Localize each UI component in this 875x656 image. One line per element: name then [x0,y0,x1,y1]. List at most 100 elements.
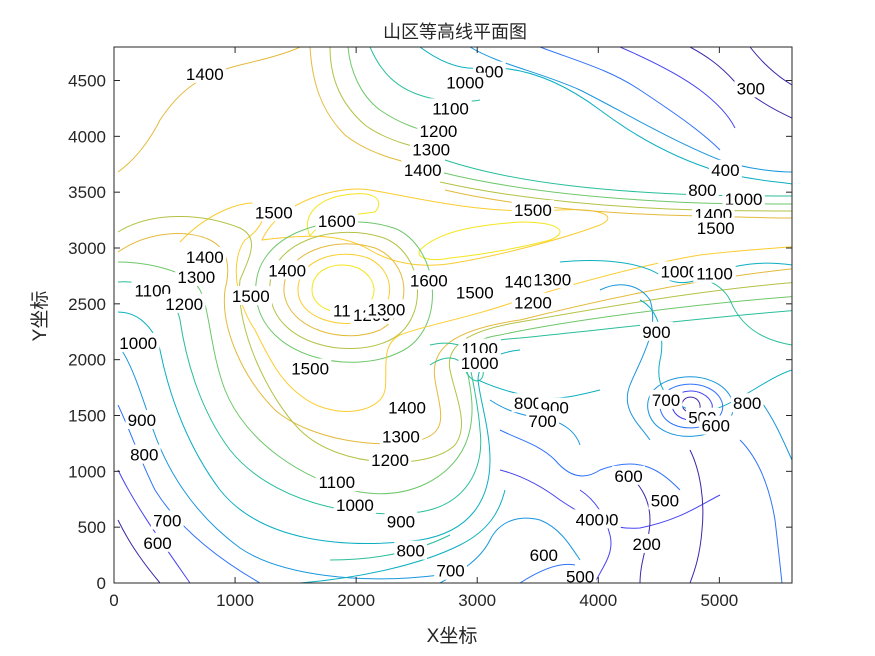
contour-label: 1300 [367,300,405,319]
y-tick-label: 4000 [68,127,106,146]
contour-label: 1000 [446,74,484,93]
contour-label: 600 [530,546,558,565]
contour-line [599,284,654,441]
contour-label: 1600 [318,212,356,231]
contour-label-bg [709,159,742,179]
contour-label-bg [368,450,412,470]
contour-label-bg [117,332,160,352]
contour-label-bg [722,188,765,208]
chart-title: 山区等高线平面图 [383,22,527,42]
y-tick-label: 500 [78,518,106,537]
contour-label-bg [511,393,545,413]
contour-label: 800 [514,394,542,413]
contour-line [619,47,736,129]
contour-label: 400 [576,510,604,529]
y-tick-label: 1500 [68,407,106,426]
contour-label-bg [229,286,273,306]
contour-label-bg [648,490,682,510]
contour-label-bg [693,263,736,283]
contour-label: 1100 [134,281,171,300]
contour-label: 1300 [412,141,450,160]
contour-label-bg [288,358,332,378]
contour-label-bg [658,261,701,281]
contour-label: 1400 [186,65,224,84]
contour-line [117,47,301,173]
contour-label: 200 [633,535,661,554]
contour-label: 1600 [410,271,448,290]
contour-label-bg [401,159,444,179]
contour-line [499,429,681,491]
contour-label-bg [385,397,429,417]
contour-label: 1100 [318,473,355,492]
contour-label-bg [379,426,423,446]
contour-label: 1500 [255,203,293,222]
contour-line [749,47,792,86]
contour-label: 1400 [388,399,426,418]
contour-line [759,399,792,461]
contour-label-bg [526,411,559,431]
contour-line [117,344,441,580]
contour-label: 1400 [268,261,306,280]
contour-label-bg [315,471,358,491]
contour-line [117,404,261,583]
contour-label-bg [429,98,472,118]
contour-label-bg [699,415,733,435]
contour-label: 1100 [696,265,733,284]
y-tick-label: 0 [97,574,106,593]
contour-label: 800 [688,181,716,200]
x-axis-label: X坐标 [427,625,478,647]
contour-label-bg [694,217,737,237]
contour-label-bg [640,321,673,341]
contour-line [559,260,792,284]
contour-label: 700 [528,412,556,431]
contour-label-bg [175,267,218,287]
contour-line [739,439,783,583]
y-tick-label: 2000 [68,351,106,370]
contour-label-bg [183,246,227,266]
contour-label: 600 [702,417,730,436]
contour-label-bg [527,545,561,565]
contour-line [539,47,721,151]
contour-label-bg [315,211,358,231]
contour-label-bg [573,509,607,529]
contour-label: 700 [153,511,181,530]
contour-label: 1200 [371,451,409,470]
contour-label-bg [417,120,460,140]
contour-label: 1000 [336,496,374,515]
contour-label: 900 [387,513,415,532]
contour-label: 1500 [232,287,270,306]
y-tick-label: 4500 [68,72,106,91]
contour-label: 1000 [461,354,499,373]
contour-label-bg [686,179,719,199]
contour-label: 1000 [119,334,157,353]
contour-label: 1000 [660,262,698,281]
contour-label-bg [511,200,555,220]
contour-label: 1400 [404,161,442,180]
contour-label-bg [410,139,453,159]
contour-label-bg [127,444,161,464]
contour-label: 800 [733,394,761,413]
x-tick-label: 2000 [337,591,375,610]
contour-label-bg [141,532,174,552]
contour-line [444,189,792,219]
contour-line [311,264,375,314]
contour-line [469,47,792,173]
contour-line [117,311,521,544]
y-tick-label: 3000 [68,239,106,258]
contour-label-bg [265,260,309,280]
contour-label-bg [150,510,184,530]
x-tick-label: 5000 [700,591,738,610]
contour-label: 900 [128,411,156,430]
contour-label-bg [531,269,574,289]
plot-area-frame [113,46,793,584]
x-tick-label: 1000 [216,591,254,610]
contour-line [439,181,792,212]
contour-line [297,253,391,324]
contour-label-bg [730,393,764,413]
x-tick-label: 3000 [458,591,496,610]
contour-label: 1300 [533,270,571,289]
x-tick-label: 0 [109,591,118,610]
